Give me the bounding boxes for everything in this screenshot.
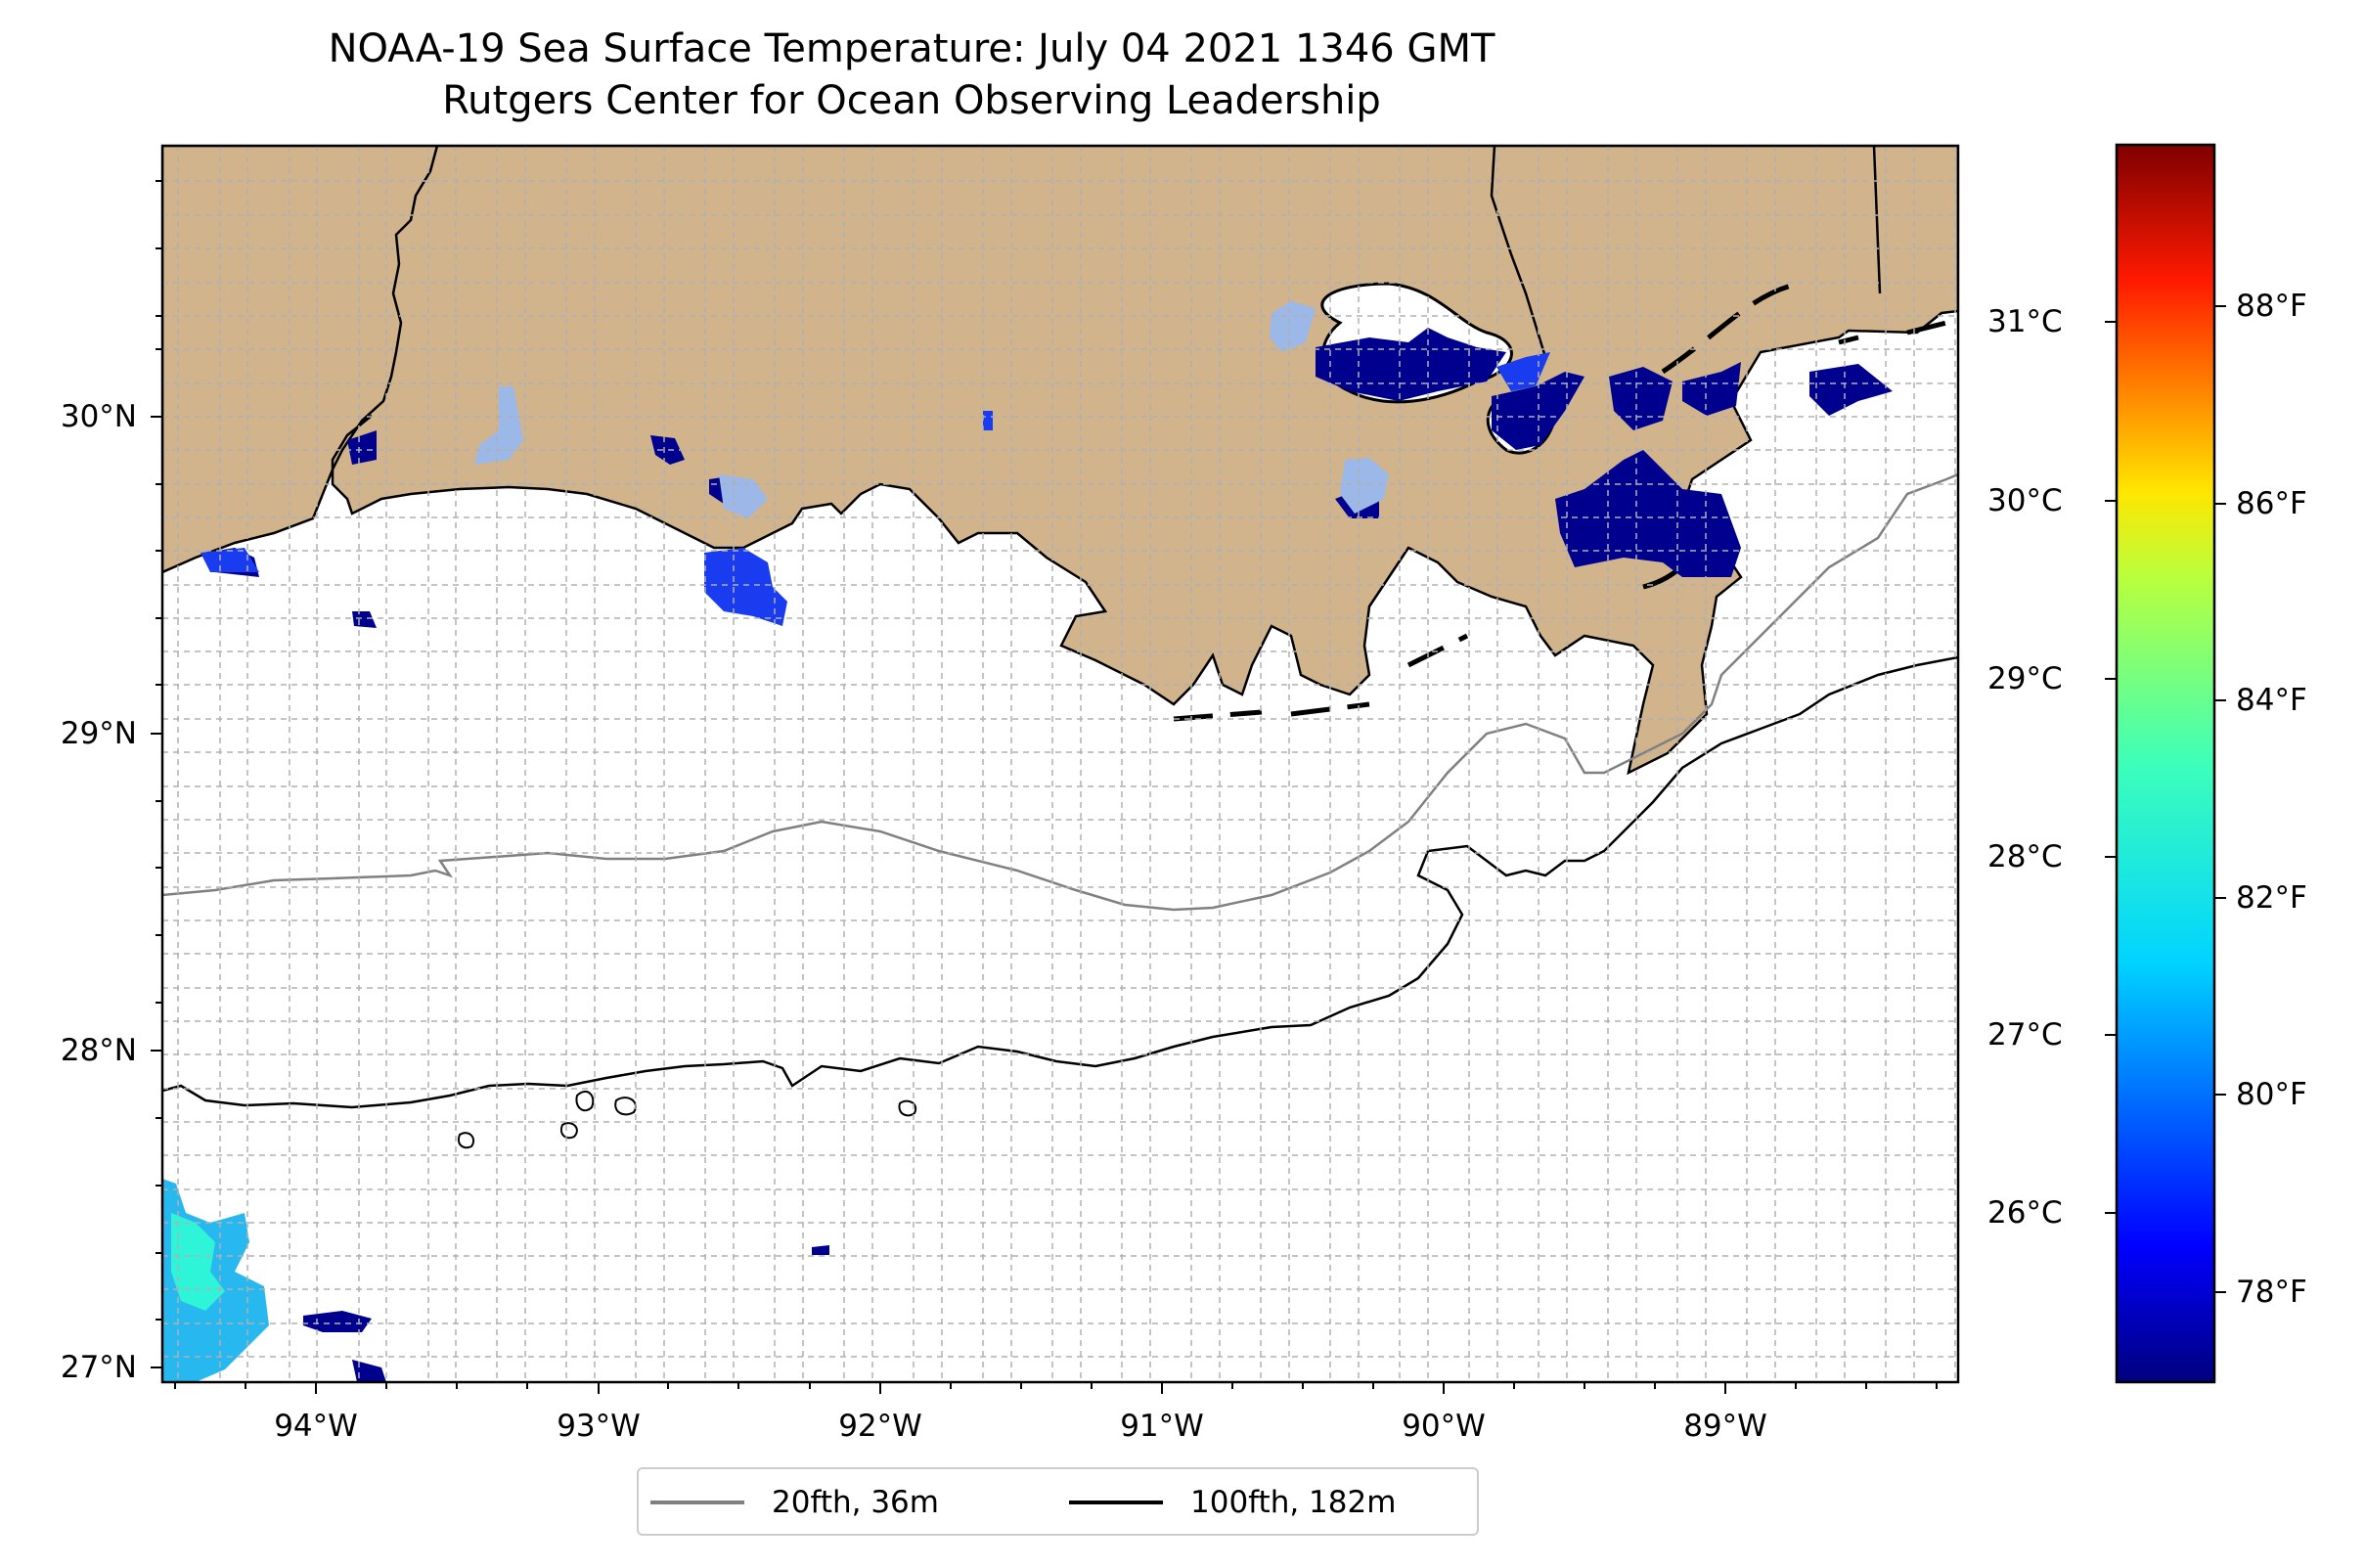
land-mass — [162, 146, 1958, 776]
state-border — [1490, 146, 1547, 358]
contour-20fth — [162, 472, 1958, 912]
legend-label: 100fth, 182m — [1190, 1485, 1397, 1520]
lon-label: 89°W — [1683, 1409, 1767, 1444]
lon-label: 94°W — [274, 1409, 358, 1444]
legend-item-20fth: 20fth, 36m — [650, 1481, 939, 1524]
colorbar-fahrenheit-label: 80°F — [2236, 1077, 2307, 1112]
lat-label: 29°N — [60, 716, 137, 751]
plot-frame — [160, 144, 1960, 1384]
lon-label: 93°W — [557, 1409, 641, 1444]
colorbar-celsius-label: 30°C — [1987, 483, 2063, 518]
colorbar-celsius-label: 31°C — [1987, 304, 2063, 339]
no-data-lake-patches — [474, 301, 1389, 518]
lon-label: 91°W — [1120, 1409, 1204, 1444]
legend-swatch-black-line — [1069, 1501, 1163, 1504]
gridlines — [162, 146, 1958, 1382]
colorbar — [2115, 143, 2216, 1384]
colorbar-celsius-label: 29°C — [1987, 661, 2063, 696]
sst-blue-patches — [201, 352, 1550, 626]
map-subtitle: Rutgers Center for Ocean Observing Leade… — [442, 78, 1381, 123]
state-border — [1872, 146, 1882, 294]
map-title: NOAA-19 Sea Surface Temperature: July 04… — [328, 26, 1495, 71]
lat-label: 27°N — [60, 1350, 137, 1385]
legend: 20fth, 36m 100fth, 182m — [637, 1467, 1479, 1536]
legend-label: 20fth, 36m — [772, 1485, 939, 1520]
colorbar-fahrenheit-label: 88°F — [2236, 289, 2307, 324]
colorbar-celsius-label: 26°C — [1987, 1195, 2063, 1231]
lon-label: 90°W — [1402, 1409, 1486, 1444]
state-border — [361, 146, 439, 422]
legend-item-100fth: 100fth, 182m — [1069, 1481, 1396, 1524]
lat-ticks — [151, 180, 162, 1368]
colorbar-fahrenheit-label: 84°F — [2236, 683, 2307, 718]
sst-cyan-patches — [162, 1179, 269, 1382]
colorbar-celsius-label: 27°C — [1987, 1017, 2063, 1053]
colorbar-fahrenheit-label: 82°F — [2236, 880, 2307, 916]
colorbar-fahrenheit-label: 78°F — [2236, 1275, 2307, 1310]
legend-swatch-gray-line — [650, 1501, 744, 1504]
lat-label: 30°N — [60, 399, 137, 434]
sst-cold-patches — [205, 328, 1893, 1382]
contour-islets — [458, 1090, 917, 1149]
lat-label: 28°N — [60, 1033, 137, 1068]
colorbar-celsius-label: 28°C — [1987, 839, 2063, 874]
lon-ticks — [174, 1382, 1938, 1394]
lon-label: 92°W — [838, 1409, 922, 1444]
colorbar-ticks — [2105, 305, 2226, 1293]
contour-100fth — [162, 655, 1958, 1109]
colorbar-fahrenheit-label: 86°F — [2236, 486, 2307, 521]
